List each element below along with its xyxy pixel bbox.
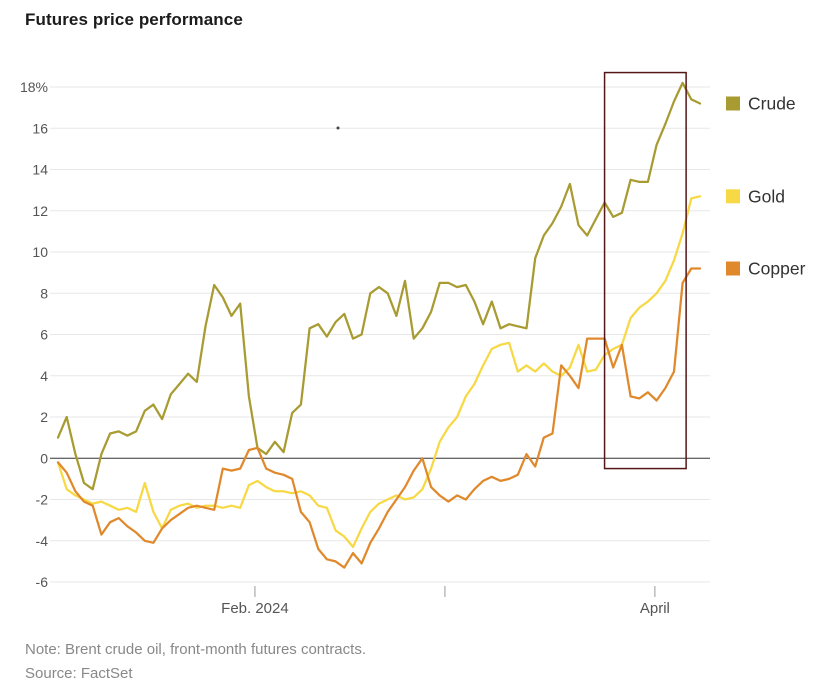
series-line-crude [56, 81, 702, 491]
y-axis-label: -2 [36, 492, 49, 508]
y-axis-label: 0 [40, 450, 48, 466]
legend-swatch-gold [726, 189, 740, 204]
y-axis-label: 14 [32, 162, 48, 178]
y-axis-label: 2 [40, 409, 48, 425]
legend-label-crude: Crude [748, 94, 796, 114]
stray-mark [336, 126, 340, 130]
x-axis-label: April [640, 600, 670, 617]
chart-note: Note: Brent crude oil, front-month futur… [25, 641, 366, 658]
y-axis-label: 8 [40, 285, 48, 301]
y-axis-label: 6 [40, 327, 48, 343]
legend-swatch-crude [726, 96, 740, 111]
chart-source: Source: FactSet [25, 665, 133, 682]
highlight-box [603, 71, 687, 470]
series-line-copper [56, 267, 702, 569]
chart-title: Futures price performance [25, 10, 243, 29]
x-axis-label: Feb. 2024 [221, 600, 289, 617]
y-axis-label: -6 [36, 574, 49, 590]
y-axis-label: 18% [20, 79, 48, 95]
series-line-gold [56, 195, 702, 549]
y-axis-label: 12 [32, 203, 48, 219]
legend-label-gold: Gold [748, 186, 785, 206]
y-axis-label: -4 [36, 533, 49, 549]
legend-label-copper: Copper [748, 259, 806, 279]
y-axis-label: 4 [40, 368, 48, 384]
y-axis-label: 16 [32, 120, 48, 136]
legend-swatch-copper [726, 261, 740, 276]
futures-price-chart: -6 -4 -2 0 2 4 6 8 10 12 14 16 18% Feb. 2024 April Crud… [20, 71, 806, 617]
y-axis-label: 10 [32, 244, 48, 260]
